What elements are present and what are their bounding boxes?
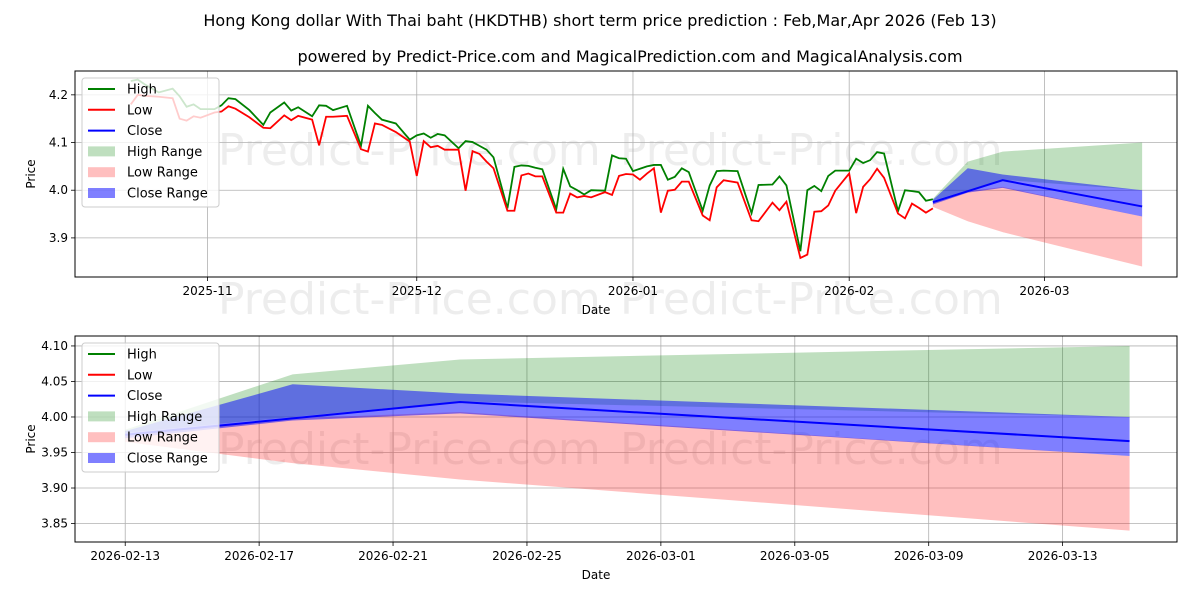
legend-label: Low bbox=[127, 368, 153, 383]
legend-label: Close Range bbox=[127, 452, 208, 467]
x-tick-label: 2026-03-05 bbox=[760, 549, 830, 563]
legend-swatch-patch bbox=[88, 432, 115, 443]
legend-box bbox=[81, 77, 220, 208]
y-axis-label: Price bbox=[24, 424, 38, 453]
bottom-chart: 2026-02-13 2026-02-17 2026-02-21 2026-02-25… bbox=[24, 335, 1178, 582]
y-tick-label: 4.00 bbox=[41, 410, 68, 424]
chart-title: Hong Kong dollar With Thai baht (HKDTHB)… bbox=[203, 11, 996, 30]
x-tick-label: 2025-11 bbox=[182, 284, 232, 298]
x-tick-label: 2026-02-25 bbox=[492, 549, 562, 563]
x-tick-label: 2026-03-13 bbox=[1028, 549, 1098, 563]
watermark: Predict-Price.com bbox=[620, 125, 1003, 176]
plot-area bbox=[130, 78, 1143, 267]
plot-frame bbox=[74, 335, 1178, 543]
watermark: Predict-Price.com bbox=[218, 125, 601, 176]
plot-frame bbox=[74, 70, 1178, 278]
x-tick-label: 2026-03-09 bbox=[894, 549, 964, 563]
high-line bbox=[130, 78, 934, 252]
legend-swatch-patch bbox=[88, 453, 115, 463]
watermark: Predict-Price.com bbox=[620, 274, 1003, 325]
x-tick-label: 2026-02-13 bbox=[90, 549, 160, 563]
legend-label: Close bbox=[127, 389, 162, 404]
legend: High Low Close High Range Low Range Close Ran… bbox=[81, 77, 220, 208]
legend-label: Low bbox=[127, 103, 153, 118]
x-axis-label: Date bbox=[582, 568, 611, 582]
x-tick-label: 2026-03 bbox=[1019, 284, 1069, 298]
x-tick-label: 2026-02-21 bbox=[358, 549, 428, 563]
legend-swatch-patch bbox=[88, 411, 115, 422]
legend-label: Low Range bbox=[127, 166, 198, 181]
legend-label: High bbox=[127, 348, 157, 363]
y-tick-label: 4.2 bbox=[49, 88, 68, 102]
x-tick-label: 2026-02 bbox=[824, 284, 874, 298]
y-tick-label: 3.85 bbox=[41, 517, 68, 531]
x-axis-label: Date bbox=[582, 303, 611, 317]
legend-label: High Range bbox=[127, 410, 202, 425]
legend-box bbox=[81, 342, 220, 473]
legend-label: Close Range bbox=[127, 187, 208, 202]
low-range-band bbox=[125, 412, 1130, 531]
watermark: Predict-Price.com bbox=[218, 274, 601, 325]
x-tick-label: 2026-03-01 bbox=[626, 549, 696, 563]
watermark: Predict-Price.com bbox=[218, 424, 601, 475]
y-tick-label: 3.95 bbox=[41, 445, 68, 459]
legend-label: High bbox=[127, 83, 157, 98]
close-range-band bbox=[125, 384, 1130, 457]
chart-subtitle: powered by Predict-Price.com and Magical… bbox=[297, 47, 962, 66]
legend-label: High Range bbox=[127, 145, 202, 160]
y-tick-label: 3.9 bbox=[49, 231, 68, 245]
x-tick-label: 2026-01 bbox=[608, 284, 658, 298]
x-tick-label: 2026-02-17 bbox=[224, 549, 294, 563]
legend-label: Low Range bbox=[127, 431, 198, 446]
legend-swatch-patch bbox=[88, 146, 115, 157]
low-range-band bbox=[932, 186, 1143, 267]
y-tick-label: 4.0 bbox=[49, 183, 68, 197]
top-chart: 2025-11 2025-12 2026-01 2026-02 2026-03 3.9 4.… bbox=[24, 70, 1178, 317]
close-line bbox=[932, 179, 1143, 208]
y-tick-label: 4.05 bbox=[41, 374, 68, 388]
legend: High Low Close High Range Low Range Close Ran… bbox=[81, 342, 220, 473]
x-tick-label: 2025-12 bbox=[392, 284, 442, 298]
legend-swatch-patch bbox=[88, 167, 115, 178]
legend-swatch-patch bbox=[88, 188, 115, 198]
y-tick-label: 3.90 bbox=[41, 481, 68, 495]
y-axis-label: Price bbox=[24, 159, 38, 188]
close-range-band bbox=[932, 168, 1143, 217]
watermarks: Predict-Price.com Predict-Price.com Pred… bbox=[218, 125, 1003, 475]
low-line bbox=[130, 93, 934, 260]
y-tick-label: 4.10 bbox=[41, 339, 68, 353]
y-tick-label: 4.1 bbox=[49, 136, 68, 150]
legend-label: Close bbox=[127, 124, 162, 139]
